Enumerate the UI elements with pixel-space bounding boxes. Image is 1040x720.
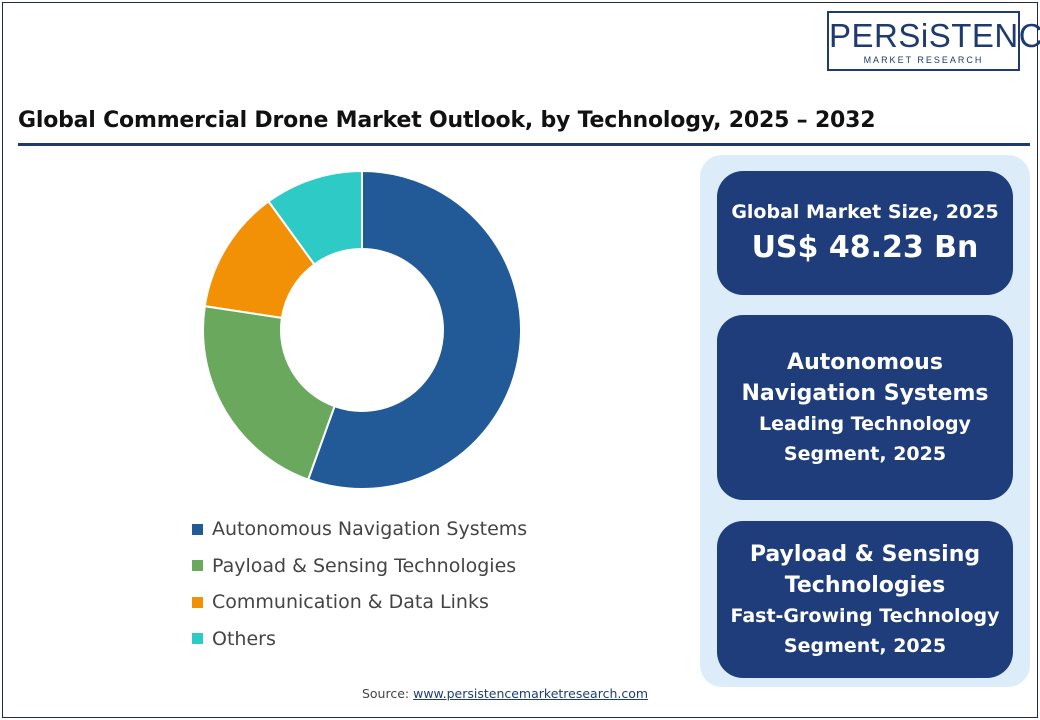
legend-swatch	[192, 560, 203, 572]
source-label: Source:	[361, 686, 410, 701]
market-size-label: Global Market Size, 2025	[731, 200, 999, 223]
market-size-value: US$ 48.23 Bn	[751, 229, 979, 265]
growing-segment-caption-line2: Segment, 2025	[783, 634, 947, 657]
legend-item-others: Others	[192, 621, 527, 658]
legend-label: Others	[212, 627, 276, 650]
leading-segment-caption-line1: Leading Technology	[759, 412, 971, 435]
source-link[interactable]: www.persistencemarketresearch.com	[413, 686, 649, 701]
slice-autonomous-navigation	[306, 169, 522, 490]
donut-chart	[202, 169, 522, 490]
market-size-card: Global Market Size, 2025 US$ 48.23 Bn	[717, 171, 1013, 295]
title-underline	[18, 143, 1030, 146]
fast-growing-segment-card: Payload & Sensing Technologies Fast-Grow…	[717, 521, 1013, 678]
slice-others	[267, 169, 363, 266]
logo-sub-text: MARKET RESEARCH	[863, 55, 984, 65]
leading-segment-caption-line2: Segment, 2025	[783, 442, 947, 465]
slice-payload-sensing	[202, 304, 336, 481]
leading-segment-name-line2: Navigation Systems	[741, 380, 989, 406]
growing-segment-name-line2: Technologies	[784, 572, 946, 598]
leading-segment-name-line1: Autonomous	[787, 349, 943, 375]
legend-label: Autonomous Navigation Systems	[212, 518, 528, 541]
persistence-logo: PERSiSTENCE MARKET RESEARCH	[827, 11, 1040, 71]
chart-title: Global Commercial Drone Market Outlook, …	[18, 108, 876, 133]
leading-segment-card: Autonomous Navigation Systems Leading Te…	[717, 315, 1013, 500]
legend-swatch	[192, 523, 203, 535]
legend-item-autonomous: Autonomous Navigation Systems	[192, 511, 527, 548]
chart-legend: Autonomous Navigation Systems Payload & …	[192, 511, 527, 657]
growing-segment-caption-line1: Fast-Growing Technology	[730, 604, 1000, 627]
growing-segment-name-line1: Payload & Sensing	[749, 541, 981, 567]
legend-swatch	[192, 633, 203, 645]
legend-swatch	[192, 596, 203, 608]
logo-main-text: PERSiSTENCE	[829, 17, 1040, 54]
legend-item-communication: Communication & Data Links	[192, 584, 527, 621]
legend-item-payload: Payload & Sensing Technologies	[192, 548, 527, 585]
legend-label: Payload & Sensing Technologies	[212, 554, 517, 577]
source-line: Source: www.persistencemarketresearch.co…	[0, 686, 1010, 701]
legend-label: Communication & Data Links	[212, 591, 489, 614]
